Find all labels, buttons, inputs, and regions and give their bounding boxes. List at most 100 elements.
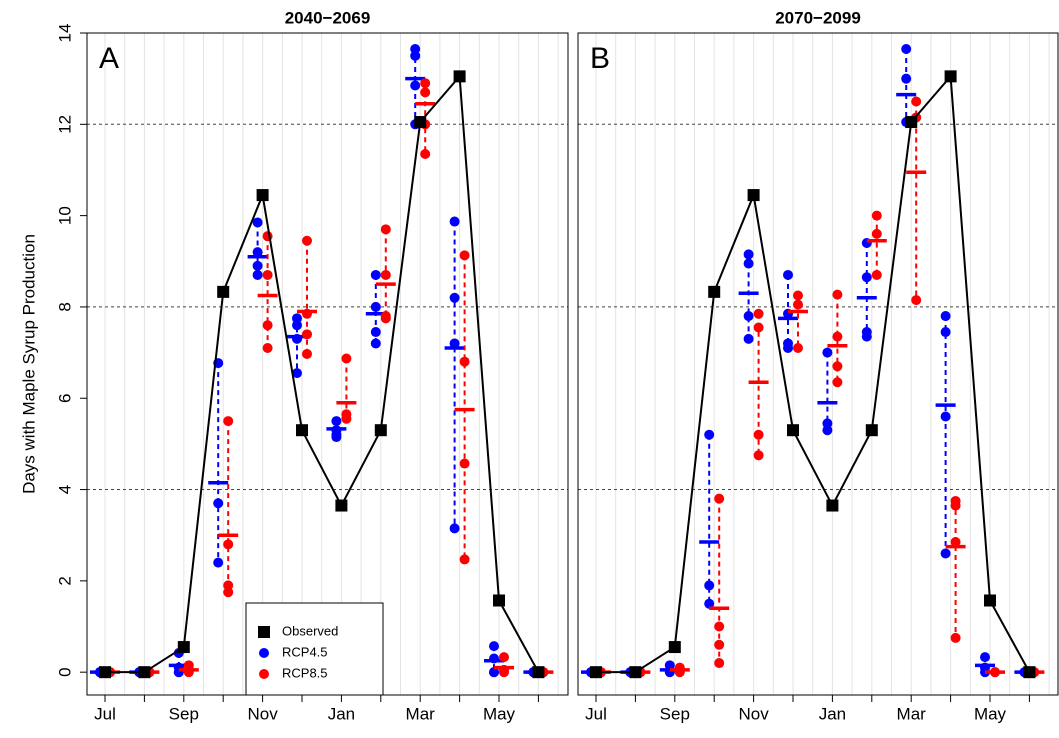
observed-point bbox=[590, 666, 602, 679]
model-dot bbox=[950, 537, 961, 548]
model-dot bbox=[832, 289, 843, 300]
model-dot bbox=[420, 148, 431, 159]
model-dot bbox=[793, 290, 803, 301]
model-dot bbox=[871, 210, 882, 221]
x-tick-label: May bbox=[483, 704, 516, 723]
observed-point bbox=[708, 285, 721, 298]
model-dot bbox=[871, 228, 882, 239]
model-dot bbox=[499, 652, 509, 663]
observed-point bbox=[905, 116, 918, 129]
model-dot bbox=[292, 313, 302, 324]
panel-letter: B bbox=[590, 42, 610, 75]
x-tick-label: Jul bbox=[585, 704, 607, 723]
model-dot bbox=[262, 320, 273, 331]
x-tick-label: Nov bbox=[738, 704, 769, 723]
observed-point bbox=[217, 285, 230, 298]
model-dot bbox=[822, 347, 833, 358]
model-dot bbox=[420, 87, 431, 98]
model-dot bbox=[223, 587, 234, 598]
x-tick-label: Sep bbox=[169, 704, 199, 723]
y-tick-label: 8 bbox=[55, 302, 74, 311]
observed-point bbox=[177, 641, 190, 654]
model-dot bbox=[743, 258, 754, 269]
x-tick-label: Nov bbox=[247, 704, 278, 723]
model-dot bbox=[714, 493, 725, 504]
model-dot bbox=[489, 667, 499, 678]
model-dot bbox=[449, 292, 460, 303]
model-dot bbox=[753, 450, 764, 461]
model-dot bbox=[743, 311, 754, 322]
model-dot bbox=[950, 632, 961, 643]
legend-label: RCP8.5 bbox=[282, 665, 328, 680]
y-tick-label: 14 bbox=[55, 24, 74, 43]
x-tick-label: Sep bbox=[660, 704, 690, 723]
legend-swatch bbox=[259, 648, 269, 658]
model-dot bbox=[832, 361, 843, 372]
x-tick-label: May bbox=[974, 704, 1007, 723]
observed-line bbox=[596, 73, 1031, 674]
model-dot bbox=[940, 411, 951, 422]
legend-label: Observed bbox=[282, 623, 338, 638]
model-dot bbox=[459, 458, 470, 469]
observed-point bbox=[747, 189, 760, 202]
observed-point bbox=[256, 189, 269, 202]
model-dot bbox=[331, 432, 342, 443]
model-dot bbox=[262, 231, 273, 242]
model-dot bbox=[901, 43, 912, 54]
model-dot bbox=[940, 548, 951, 559]
y-tick-label: 6 bbox=[55, 394, 74, 403]
legend-label: RCP4.5 bbox=[282, 644, 328, 659]
observed-line bbox=[105, 73, 540, 674]
observed-point bbox=[296, 424, 308, 437]
legend-swatch bbox=[259, 669, 269, 679]
model-dot bbox=[714, 621, 725, 632]
panel-letter: A bbox=[99, 42, 119, 75]
model-dot bbox=[940, 327, 951, 338]
model-dot bbox=[302, 235, 312, 246]
model-dot bbox=[793, 299, 803, 310]
model-dot bbox=[292, 368, 302, 379]
model-dot bbox=[370, 338, 381, 349]
model-dot bbox=[420, 78, 431, 89]
observed-point bbox=[493, 594, 505, 607]
y-tick-label: 12 bbox=[55, 115, 74, 134]
x-tick-label: Jan bbox=[819, 704, 846, 723]
model-dot bbox=[783, 343, 793, 354]
observed-point bbox=[944, 70, 957, 83]
model-dot bbox=[292, 320, 302, 331]
model-dot bbox=[832, 331, 843, 342]
observed-point bbox=[629, 666, 642, 679]
model-dot bbox=[822, 418, 833, 429]
observed-point bbox=[1023, 666, 1036, 679]
model-dot bbox=[664, 660, 675, 671]
model-dot bbox=[950, 500, 961, 511]
model-dot bbox=[940, 311, 951, 322]
panel-title: 2070−2099 bbox=[775, 8, 861, 27]
model-dot bbox=[449, 338, 460, 349]
model-dot bbox=[262, 343, 273, 354]
model-dot bbox=[704, 598, 715, 609]
model-dot bbox=[252, 260, 263, 271]
x-tick-label: Jan bbox=[328, 704, 355, 723]
observed-point bbox=[668, 641, 681, 654]
observed-point bbox=[374, 424, 387, 437]
model-dot bbox=[753, 308, 764, 319]
model-dot bbox=[341, 353, 352, 364]
model-dot bbox=[410, 50, 421, 61]
model-dot bbox=[459, 554, 470, 565]
y-tick-label: 0 bbox=[55, 667, 74, 676]
model-dot bbox=[252, 217, 263, 228]
model-dot bbox=[410, 43, 421, 54]
model-dot bbox=[370, 269, 381, 280]
model-dot bbox=[783, 269, 793, 280]
model-dot bbox=[822, 425, 833, 436]
model-dot bbox=[832, 377, 843, 388]
model-dot bbox=[861, 331, 872, 342]
model-dot bbox=[704, 580, 715, 591]
model-dot bbox=[213, 498, 224, 509]
model-dot bbox=[331, 416, 342, 427]
plot-frame bbox=[577, 32, 1059, 696]
legend-box bbox=[245, 602, 384, 696]
panel-title: 2040−2069 bbox=[285, 8, 371, 27]
